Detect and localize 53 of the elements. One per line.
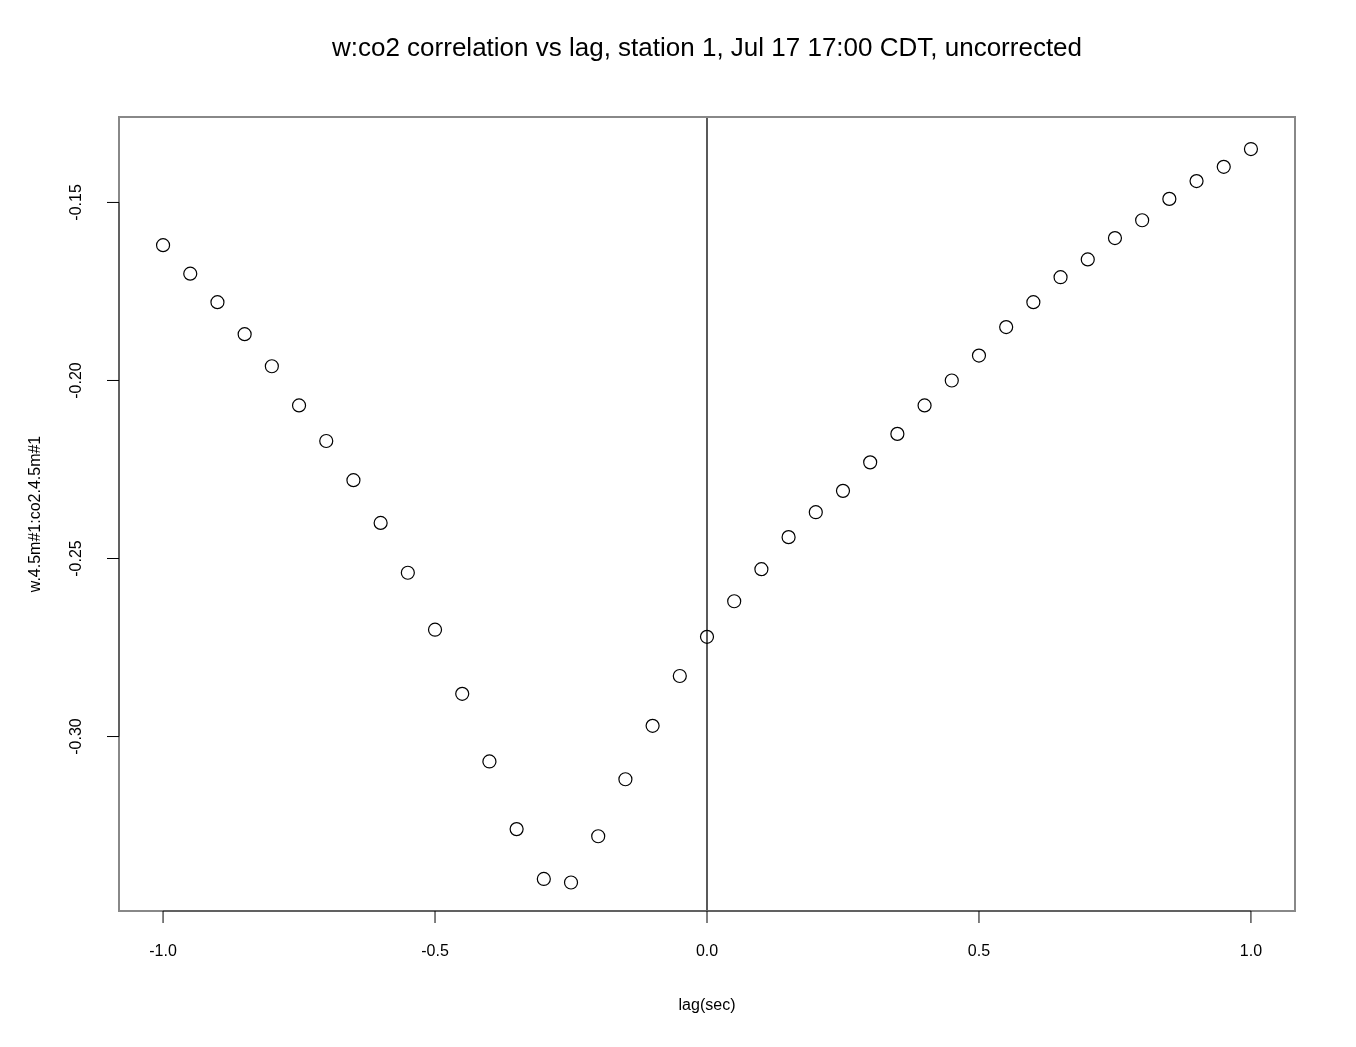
point	[482, 754, 497, 769]
point	[509, 822, 524, 837]
x-tick-label: 0.0	[695, 942, 719, 959]
point	[754, 562, 769, 577]
x-tick-label: 0.5	[967, 942, 991, 959]
point	[890, 426, 905, 441]
point	[237, 327, 252, 342]
point	[155, 238, 171, 253]
point	[1135, 213, 1150, 228]
point	[1080, 252, 1095, 267]
point	[672, 668, 687, 684]
point	[808, 505, 823, 520]
point	[264, 359, 279, 374]
point	[591, 829, 606, 844]
point	[346, 473, 361, 488]
point	[1162, 191, 1177, 206]
point	[400, 565, 415, 580]
point	[971, 348, 987, 363]
point	[699, 629, 715, 644]
point	[835, 483, 851, 498]
x-tick-label: -1.0	[149, 942, 177, 959]
point	[1243, 141, 1259, 157]
y-tick-label: -0.15	[67, 184, 84, 221]
point	[563, 875, 579, 890]
y-tick-label: -0.25	[67, 540, 84, 577]
point	[373, 515, 388, 530]
point	[455, 686, 470, 701]
point	[944, 373, 959, 388]
point	[781, 530, 796, 545]
point	[1053, 270, 1068, 285]
x-tick-label: 1.0	[1239, 942, 1263, 959]
point	[291, 398, 307, 413]
point	[863, 455, 878, 470]
chart-title: w:co2 correlation vs lag, station 1, Jul 17 17:00 CDT, uncorrected	[330, 32, 1083, 62]
point	[645, 718, 660, 733]
point	[427, 622, 443, 637]
y-tick-label: -0.30	[67, 718, 84, 755]
y-tick-label: -0.20	[67, 362, 84, 399]
point	[727, 594, 742, 609]
point	[319, 433, 334, 449]
x-axis-title: lag(sec)	[678, 996, 736, 1013]
point	[1107, 230, 1123, 246]
point	[1216, 159, 1231, 174]
point	[183, 266, 198, 281]
point	[999, 319, 1014, 335]
point	[1189, 173, 1204, 189]
point	[917, 398, 932, 413]
point	[210, 295, 225, 310]
x-tick-label: -0.5	[421, 942, 449, 959]
point	[1026, 295, 1041, 310]
y-axis-title: w.4.5m#1:co2.4.5m#1	[26, 435, 43, 594]
point	[536, 871, 551, 887]
point	[618, 772, 633, 787]
